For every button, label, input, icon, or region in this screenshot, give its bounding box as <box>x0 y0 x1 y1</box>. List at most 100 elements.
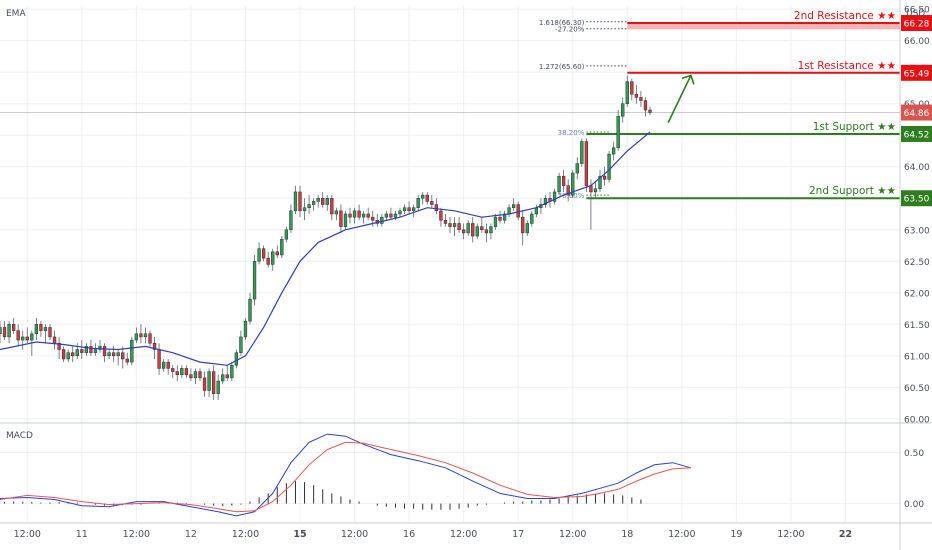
candle[interactable] <box>311 198 316 211</box>
candle[interactable] <box>298 185 302 218</box>
candle[interactable] <box>489 223 493 240</box>
candle[interactable] <box>39 321 43 337</box>
candle[interactable] <box>107 349 111 359</box>
candle[interactable] <box>634 84 639 104</box>
candle[interactable] <box>466 220 470 237</box>
candle[interactable] <box>521 210 525 246</box>
candle[interactable] <box>461 223 466 240</box>
candle[interactable] <box>625 75 629 107</box>
candle[interactable] <box>516 201 520 221</box>
candle[interactable] <box>102 343 107 363</box>
candle[interactable] <box>180 365 184 378</box>
candle[interactable] <box>43 324 48 344</box>
candle[interactable] <box>480 217 484 233</box>
candle[interactable] <box>384 210 389 221</box>
candlesticks[interactable] <box>0 75 652 400</box>
candle[interactable] <box>302 198 307 221</box>
candle[interactable] <box>593 182 598 199</box>
candle[interactable] <box>439 207 443 227</box>
candle[interactable] <box>289 204 293 233</box>
candle[interactable] <box>284 226 289 243</box>
candle[interactable] <box>352 207 357 224</box>
candle[interactable] <box>443 214 448 227</box>
candle[interactable] <box>139 324 143 344</box>
candle[interactable] <box>416 195 420 211</box>
candle[interactable] <box>266 251 270 268</box>
candle[interactable] <box>598 169 602 192</box>
candle[interactable] <box>484 223 489 243</box>
candle[interactable] <box>225 365 229 382</box>
candle[interactable] <box>525 220 529 237</box>
candle[interactable] <box>643 97 648 117</box>
candle[interactable] <box>280 236 284 259</box>
candle[interactable] <box>561 169 566 192</box>
candle[interactable] <box>457 217 461 233</box>
candle[interactable] <box>511 198 516 211</box>
candle[interactable] <box>616 110 620 151</box>
candle[interactable] <box>161 358 166 372</box>
candle[interactable] <box>321 191 325 208</box>
candle[interactable] <box>361 210 366 224</box>
candle[interactable] <box>93 343 98 356</box>
candle[interactable] <box>307 195 311 214</box>
candle[interactable] <box>348 207 352 224</box>
candle[interactable] <box>130 336 134 366</box>
candle[interactable] <box>125 352 129 366</box>
candle[interactable] <box>7 321 11 344</box>
candle[interactable] <box>211 365 216 400</box>
candle[interactable] <box>584 138 589 192</box>
candle[interactable] <box>543 195 548 208</box>
candle[interactable] <box>61 346 66 363</box>
candle[interactable] <box>243 318 248 341</box>
candle[interactable] <box>261 245 266 262</box>
candle[interactable] <box>621 97 625 123</box>
candle[interactable] <box>11 318 16 334</box>
candle[interactable] <box>16 324 20 347</box>
candle[interactable] <box>198 368 202 382</box>
candle[interactable] <box>498 210 502 224</box>
candle[interactable] <box>84 343 89 356</box>
candle[interactable] <box>189 368 193 382</box>
candle[interactable] <box>121 346 125 369</box>
candle[interactable] <box>202 371 207 397</box>
candle[interactable] <box>257 242 261 265</box>
candle[interactable] <box>48 324 52 341</box>
candle[interactable] <box>252 254 257 306</box>
candle[interactable] <box>25 327 29 344</box>
candle[interactable] <box>434 198 439 214</box>
candle[interactable] <box>611 141 616 161</box>
candle[interactable] <box>171 365 175 378</box>
candle[interactable] <box>407 201 411 214</box>
candle[interactable] <box>34 318 39 341</box>
candle[interactable] <box>648 106 652 116</box>
candle[interactable] <box>575 157 579 180</box>
candle[interactable] <box>148 330 152 347</box>
candle[interactable] <box>316 195 320 208</box>
candle[interactable] <box>530 210 534 227</box>
candle[interactable] <box>602 166 607 186</box>
candle[interactable] <box>80 340 84 359</box>
candle[interactable] <box>357 204 361 221</box>
candle[interactable] <box>639 91 643 107</box>
candle[interactable] <box>71 346 75 363</box>
candle[interactable] <box>2 321 7 341</box>
candle[interactable] <box>248 292 252 325</box>
candle[interactable] <box>366 207 370 221</box>
candle[interactable] <box>452 217 457 237</box>
candle[interactable] <box>421 191 425 205</box>
candle[interactable] <box>607 150 611 183</box>
candle[interactable] <box>557 173 561 196</box>
candle[interactable] <box>475 223 479 240</box>
candle[interactable] <box>430 195 434 208</box>
candle[interactable] <box>175 365 179 382</box>
candle[interactable] <box>57 336 61 359</box>
candle[interactable] <box>230 362 234 382</box>
candle[interactable] <box>21 330 25 350</box>
candle[interactable] <box>184 365 189 378</box>
candle[interactable] <box>402 204 407 214</box>
candle[interactable] <box>571 169 575 199</box>
candle[interactable] <box>293 185 298 214</box>
candle[interactable] <box>239 330 243 356</box>
candle[interactable] <box>630 78 634 101</box>
